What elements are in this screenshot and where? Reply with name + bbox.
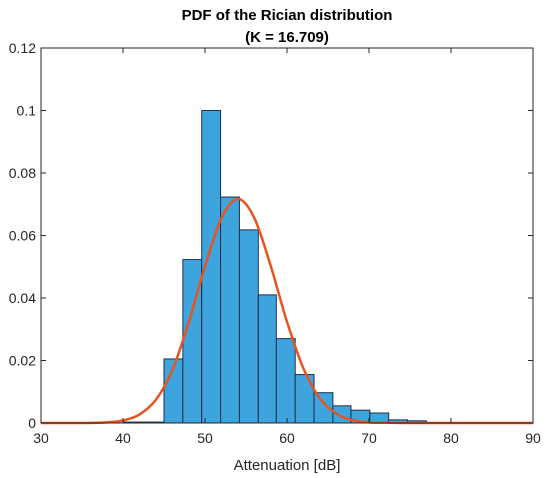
x-axis-label: Attenuation [dB] xyxy=(234,457,341,474)
y-tick-label: 0.1 xyxy=(17,103,37,119)
x-tick-label: 40 xyxy=(115,430,131,446)
histogram-bar xyxy=(294,374,315,424)
y-tick-label: 0.02 xyxy=(9,353,36,369)
histogram-bar xyxy=(220,196,240,424)
x-tick-label: 90 xyxy=(525,430,541,446)
chart-subtitle: (K = 16.709) xyxy=(245,29,329,46)
y-tick-label: 0 xyxy=(28,415,36,431)
histogram-bars xyxy=(122,110,427,424)
y-tick-label: 0.06 xyxy=(9,228,36,244)
y-tick-label: 0.08 xyxy=(9,165,36,181)
chart-title: PDF of the Rician distribution xyxy=(182,7,393,24)
histogram-bar xyxy=(275,338,296,424)
histogram-bar xyxy=(257,294,277,424)
x-tick-label: 50 xyxy=(197,430,213,446)
axes xyxy=(40,47,534,424)
x-tick-label: 30 xyxy=(33,430,49,446)
x-tick-label: 80 xyxy=(443,430,459,446)
y-tick-label: 0.04 xyxy=(9,290,36,306)
y-tick-label: 0.12 xyxy=(9,40,36,56)
tick-labels: 30 40 50 60 70 80 90 0 0.02 0.04 0.06 0.08 0.1 0.12 xyxy=(9,40,541,446)
x-tick-label: 60 xyxy=(279,430,295,446)
x-tick-label: 70 xyxy=(361,430,377,446)
histogram-bar xyxy=(238,229,259,424)
